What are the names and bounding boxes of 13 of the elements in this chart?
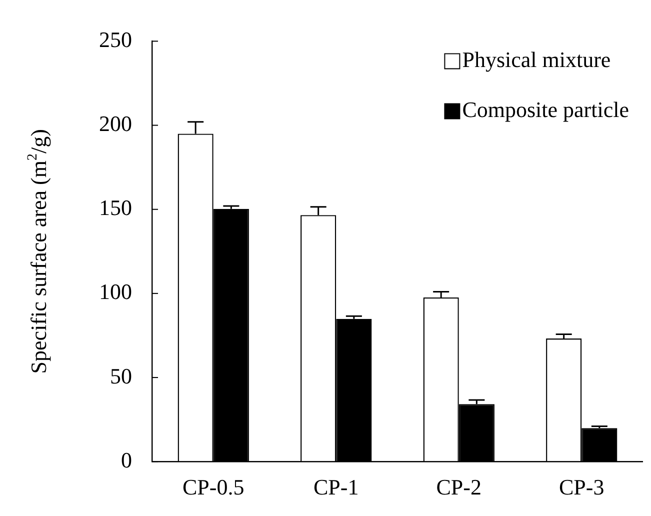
x-tick-label: CP-1 — [314, 474, 359, 500]
legend-label: Composite particle — [462, 96, 630, 122]
x-tick-label: CP-2 — [436, 474, 482, 500]
y-tick-label: 200 — [99, 111, 132, 136]
x-tick-label: CP-3 — [559, 474, 604, 500]
y-tick-label: 100 — [99, 279, 132, 304]
x-tick-label: CP-0.5 — [182, 474, 244, 500]
y-tick-label: 50 — [110, 363, 132, 388]
y-axis-title: Specific surface area (m2/g) — [26, 129, 51, 374]
y-tick-label: 0 — [121, 447, 132, 472]
y-tick-label: 250 — [99, 26, 132, 52]
legend-label: Physical mixture — [462, 46, 611, 72]
y-tick-label: 150 — [99, 195, 132, 220]
